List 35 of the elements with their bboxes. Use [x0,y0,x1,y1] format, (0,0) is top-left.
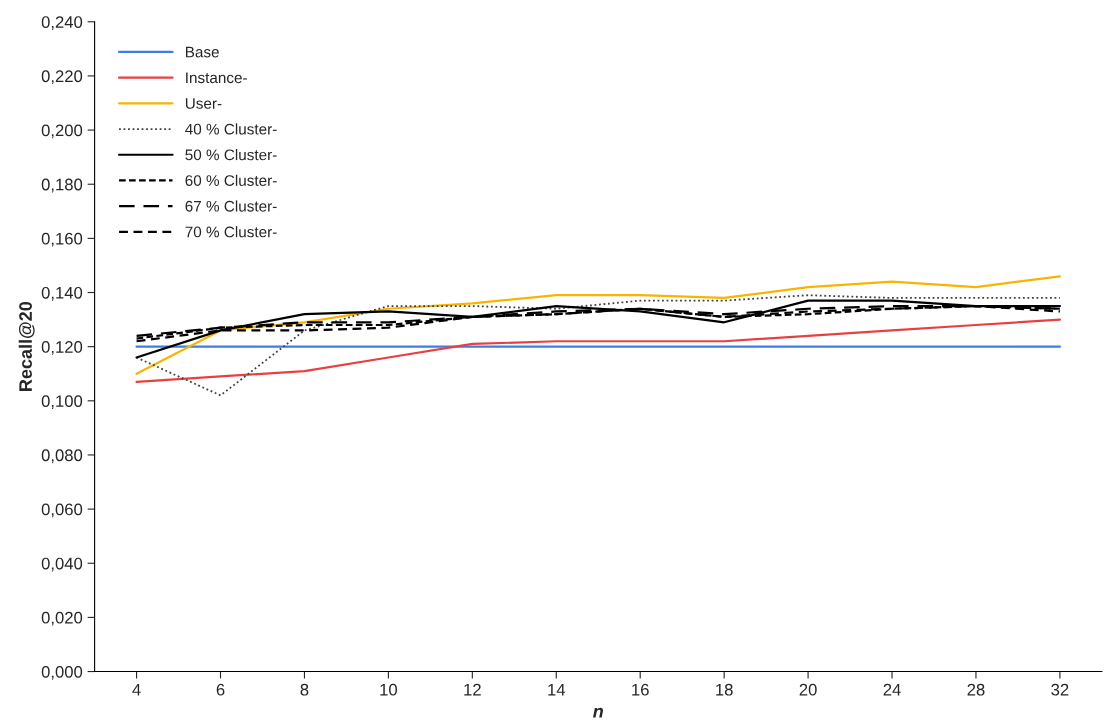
x-tick-label: 6 [216,683,225,696]
x-tick-label: 18 [716,683,733,696]
x-tick-label: 24 [883,683,901,696]
legend-label: 40 % Cluster- [185,123,277,135]
x-tick-label: 14 [548,683,566,696]
legend-label: User- [185,98,222,109]
x-tick-label: 10 [380,683,398,696]
legend-label: 60 % Cluster- [185,174,277,186]
legend-label: 70 % Cluster- [185,226,277,238]
x-tick-label: 12 [464,683,481,696]
y-tick-label: 0,160 [41,232,83,247]
y-tick-label: 0,040 [41,557,83,572]
x-tick-label: 4 [132,683,141,696]
legend-label: 67 % Cluster- [185,200,277,212]
y-tick-label: 0,140 [41,286,83,301]
x-tick-label: 32 [1051,683,1069,696]
y-tick-label: 0,060 [41,503,83,518]
x-tick-label: 20 [799,683,817,696]
y-tick-label: 0,080 [41,449,83,464]
y-tick-label: 0,240 [41,16,83,30]
y-tick-label: 0,000 [41,665,83,680]
x-tick-label: 16 [632,683,649,696]
legend-label: Base [186,46,219,58]
y-tick-label: 0,020 [41,611,83,626]
legend-label: 50 % Cluster- [185,149,277,161]
y-tick-label: 0,220 [41,70,83,85]
y-tick-label: 0,120 [41,341,83,355]
x-tick-label: 8 [300,683,309,696]
y-tick-label: 0,180 [41,178,83,193]
x-tick-label: 28 [967,683,985,696]
x-axis-title: n [593,707,603,718]
legend-label: Instance- [186,72,247,84]
y-tick-label: 0,200 [41,124,83,139]
y-axis-title: Recall@20 [18,301,35,391]
y-tick-label: 0,100 [41,395,83,409]
